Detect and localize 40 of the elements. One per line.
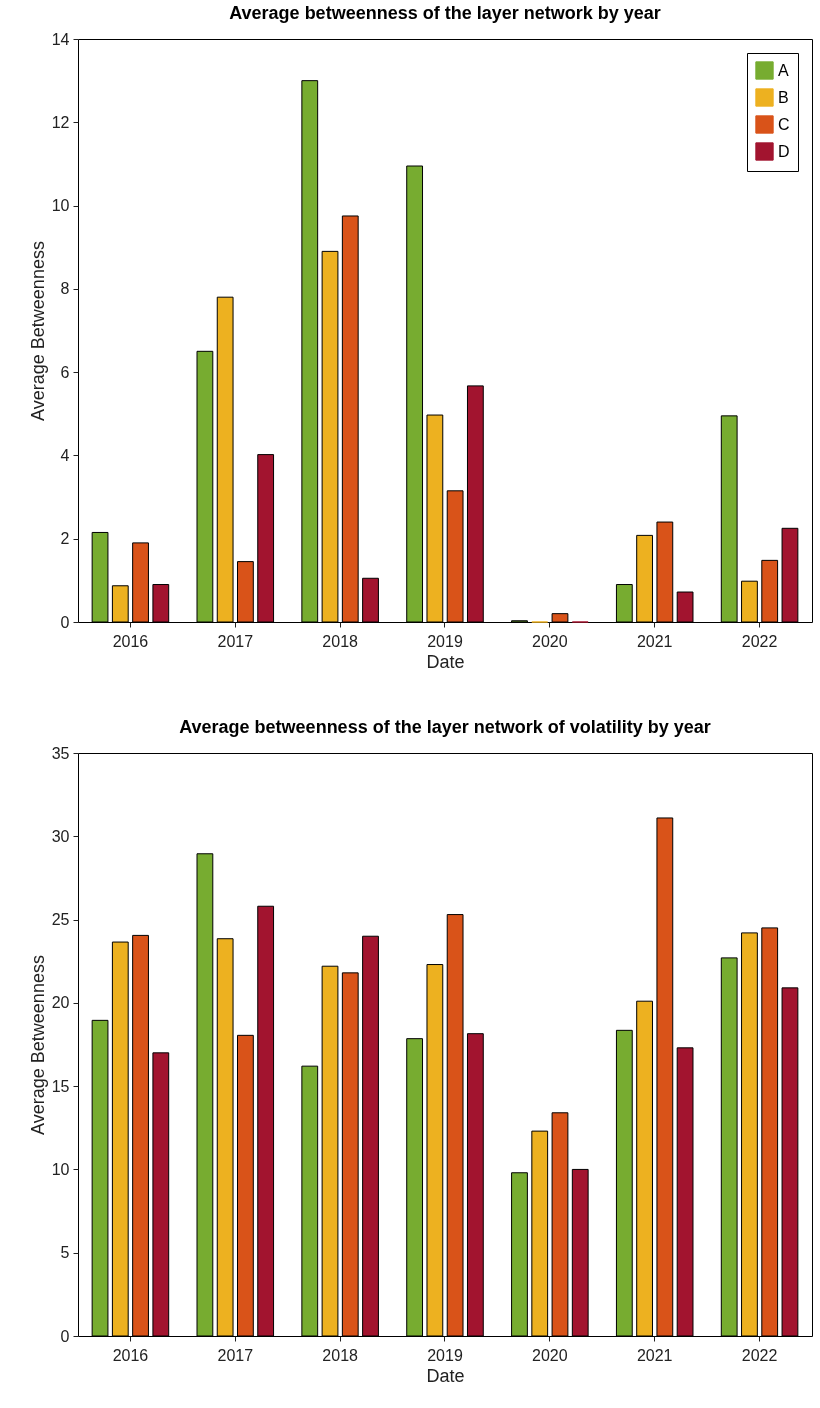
y-tick-label: 2 (60, 530, 70, 548)
x-tick-label: 2016 (112, 1346, 149, 1364)
y-tick-label: 20 (51, 994, 70, 1012)
y-tick-label: 0 (60, 1327, 70, 1345)
legend-label: B (778, 88, 789, 106)
x-tick-label: 2021 (636, 1346, 673, 1364)
y-tick-label: 5 (60, 1244, 70, 1262)
legend-label: A (778, 61, 789, 79)
x-axis-title: Date (426, 1365, 465, 1386)
y-tick-label: 8 (60, 280, 70, 298)
y-tick-label: 6 (60, 363, 70, 381)
y-tick-label: 0 (60, 613, 70, 631)
y-tick-label: 12 (51, 113, 70, 131)
legend-label: D (778, 142, 790, 160)
y-tick-label: 10 (51, 197, 70, 215)
x-tick-label: 2016 (112, 632, 149, 650)
y-tick-label: 10 (51, 1160, 70, 1178)
y-tick-label: 4 (60, 446, 70, 464)
x-tick-label: 2018 (322, 1346, 359, 1364)
x-tick-label: 2020 (532, 632, 568, 650)
y-tick-label: 14 (51, 30, 70, 48)
x-tick-label: 2017 (217, 632, 254, 650)
y-tick-label: 30 (51, 827, 70, 845)
y-tick-label: 15 (51, 1077, 70, 1095)
chart-title: Average betweenness of the layer network by year (229, 3, 661, 23)
x-tick-label: 2022 (741, 1346, 778, 1364)
x-tick-label: 2020 (532, 1346, 568, 1364)
y-tick-label: 35 (51, 744, 70, 762)
legend-label: C (778, 115, 790, 133)
y-axis-title: Average Betweenness (27, 955, 48, 1135)
x-tick-label: 2021 (636, 632, 673, 650)
x-tick-label: 2019 (427, 1346, 463, 1364)
y-tick-label: 25 (51, 911, 70, 929)
x-axis-title: Date (426, 651, 465, 672)
y-axis-title: Average Betweenness (27, 241, 48, 421)
x-tick-label: 2022 (741, 632, 778, 650)
x-tick-label: 2017 (217, 1346, 254, 1364)
chart-title: Average betweenness of the layer network of volatility by year (179, 717, 711, 737)
x-tick-label: 2019 (427, 632, 463, 650)
x-tick-label: 2018 (322, 632, 359, 650)
